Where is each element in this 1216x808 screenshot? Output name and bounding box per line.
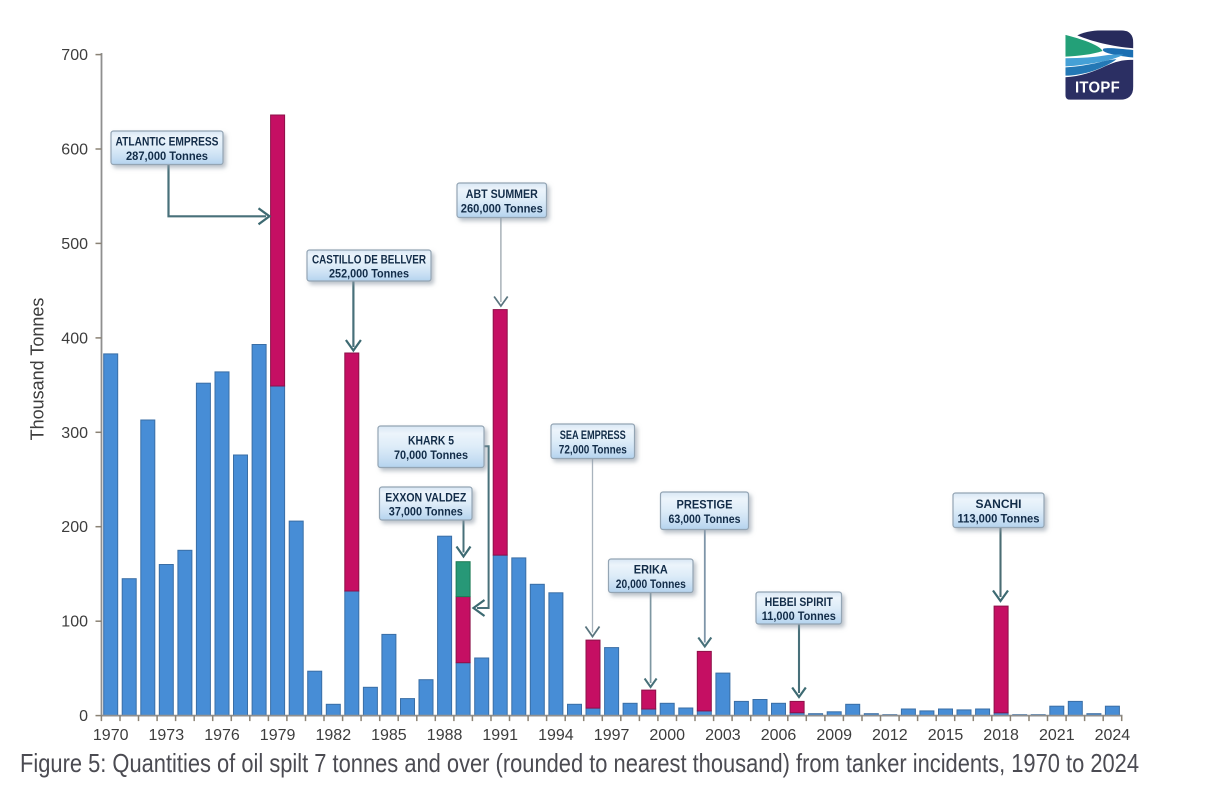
svg-text:ITOPF: ITOPF [1075,79,1120,96]
svg-text:1970: 1970 [93,727,129,744]
svg-text:500: 500 [61,236,88,253]
svg-text:ABT SUMMER: ABT SUMMER [466,187,538,201]
svg-text:2024: 2024 [1095,727,1131,744]
svg-text:2000: 2000 [649,727,685,744]
svg-text:SANCHI: SANCHI [976,497,1022,511]
svg-text:PRESTIGE: PRESTIGE [677,498,733,512]
svg-text:63,000 Tonnes: 63,000 Tonnes [669,512,741,526]
svg-text:37,000 Tonnes: 37,000 Tonnes [389,505,463,519]
svg-text:100: 100 [61,614,88,631]
svg-text:1991: 1991 [482,727,518,744]
svg-text:0: 0 [79,708,88,725]
svg-text:KHARK 5: KHARK 5 [408,434,454,448]
svg-text:ATLANTIC EMPRESS: ATLANTIC EMPRESS [116,135,219,149]
svg-text:1973: 1973 [149,727,185,744]
svg-text:1997: 1997 [594,727,630,744]
svg-text:600: 600 [61,142,88,159]
svg-text:252,000 Tonnes: 252,000 Tonnes [329,267,409,281]
svg-text:1982: 1982 [316,727,352,744]
svg-text:700: 700 [61,47,88,64]
svg-text:2003: 2003 [705,727,741,744]
svg-text:Figure 5: Quantities of oil sp: Figure 5: Quantities of oil spilt 7 tonn… [20,748,1139,778]
svg-text:1994: 1994 [538,727,574,744]
svg-text:72,000 Tonnes: 72,000 Tonnes [559,442,627,456]
svg-text:113,000 Tonnes: 113,000 Tonnes [958,512,1040,526]
svg-text:300: 300 [61,425,88,442]
svg-text:11,000 Tonnes: 11,000 Tonnes [762,609,836,623]
svg-text:2006: 2006 [761,727,797,744]
svg-text:EXXON VALDEZ: EXXON VALDEZ [385,490,466,504]
svg-text:20,000 Tonnes: 20,000 Tonnes [616,577,686,591]
svg-text:1979: 1979 [260,727,296,744]
svg-text:ERIKA: ERIKA [634,563,668,577]
svg-text:SEA EMPRESS: SEA EMPRESS [560,428,626,442]
svg-text:200: 200 [61,519,88,536]
svg-text:2021: 2021 [1039,727,1075,744]
svg-text:400: 400 [61,330,88,347]
svg-text:2009: 2009 [816,727,852,744]
svg-text:2018: 2018 [983,727,1019,744]
svg-text:287,000 Tonnes: 287,000 Tonnes [126,149,208,163]
svg-text:70,000 Tonnes: 70,000 Tonnes [394,448,468,462]
svg-text:HEBEI SPIRIT: HEBEI SPIRIT [765,595,833,609]
svg-text:260,000 Tonnes: 260,000 Tonnes [461,201,543,215]
svg-text:Thousand Tonnes: Thousand Tonnes [28,298,48,441]
svg-text:CASTILLO DE BELLVER: CASTILLO DE BELLVER [312,252,426,266]
svg-text:2015: 2015 [928,727,964,744]
svg-text:2012: 2012 [872,727,908,744]
svg-text:1976: 1976 [204,727,240,744]
svg-text:1988: 1988 [427,727,463,744]
svg-text:1985: 1985 [371,727,407,744]
